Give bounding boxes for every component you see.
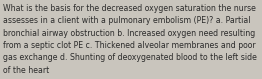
Text: gas exchange d. Shunting of deoxygenated blood to the left side: gas exchange d. Shunting of deoxygenated… (3, 53, 257, 62)
Text: of the heart: of the heart (3, 66, 50, 75)
Text: from a septic clot PE c. Thickened alveolar membranes and poor: from a septic clot PE c. Thickened alveo… (3, 41, 256, 50)
Text: assesses in a client with a pulmonary embolism (PE)? a. Partial: assesses in a client with a pulmonary em… (3, 16, 251, 25)
Text: What is the basis for the decreased oxygen saturation the nurse: What is the basis for the decreased oxyg… (3, 4, 256, 13)
Text: bronchial airway obstruction b. Increased oxygen need resulting: bronchial airway obstruction b. Increase… (3, 29, 256, 38)
